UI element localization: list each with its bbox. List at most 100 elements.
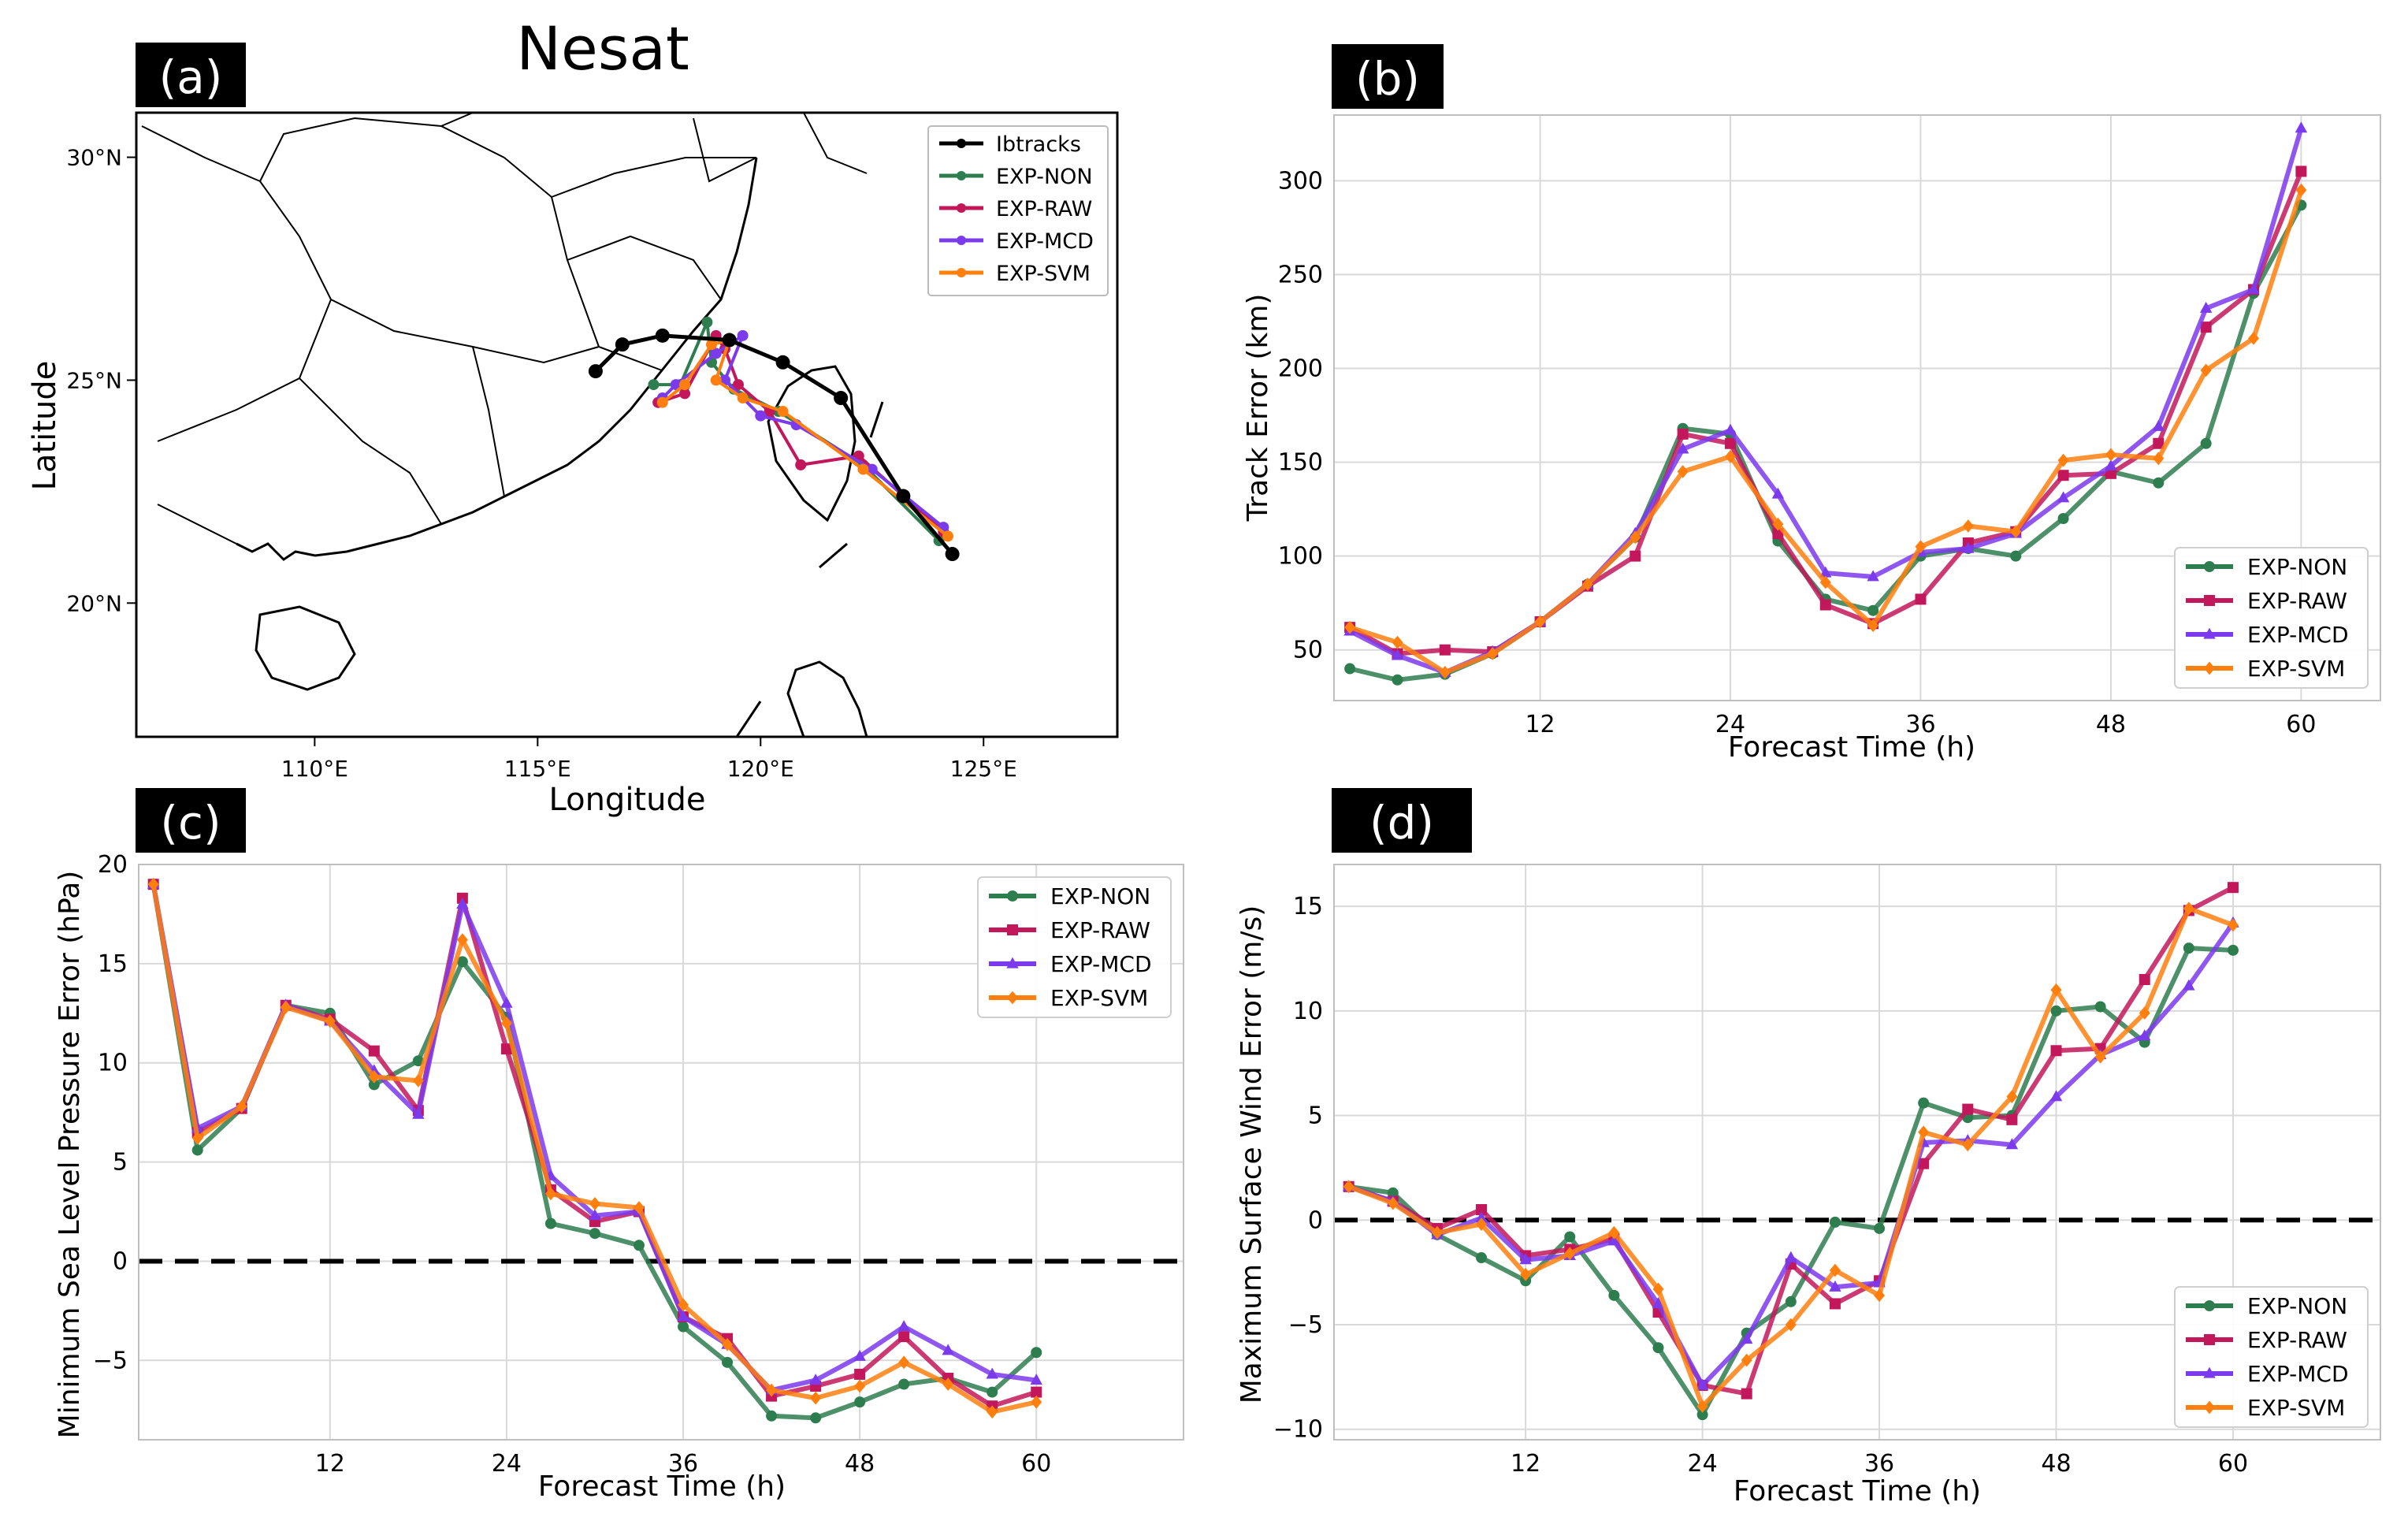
data-point bbox=[2227, 882, 2239, 894]
data-point bbox=[1344, 620, 1356, 634]
legend-marker bbox=[1006, 957, 1019, 968]
map-xtick-label: 110°E bbox=[281, 756, 348, 782]
sea-markers bbox=[735, 401, 884, 737]
x-axis-label: Forecast Time (h) bbox=[1734, 1475, 1981, 1508]
data-point bbox=[854, 1379, 866, 1393]
data-point bbox=[1725, 450, 1737, 463]
data-point bbox=[412, 1107, 425, 1119]
legend: EXP-NON EXP-RAW EXP-MCD EXP-SVM bbox=[977, 876, 1172, 1018]
map-track-point bbox=[706, 339, 718, 351]
data-point bbox=[1696, 1378, 1709, 1390]
map-track-exp-non bbox=[648, 316, 945, 547]
legend-label: EXP-MCD bbox=[1050, 951, 1152, 977]
data-point bbox=[633, 1201, 645, 1214]
ytick-label: 50 bbox=[1293, 637, 1323, 664]
data-point bbox=[1439, 644, 1451, 656]
legend-box bbox=[2174, 547, 2369, 689]
panel-b: (b) 12 24 36 48 60 50 100 150 200 250 300 Forecast T… bbox=[1242, 44, 2381, 764]
ytick-label: −5 bbox=[93, 1347, 128, 1374]
data-point bbox=[1829, 1280, 1841, 1292]
data-point bbox=[1771, 487, 1785, 499]
data-point bbox=[2199, 301, 2213, 313]
data-point bbox=[1915, 540, 1927, 554]
panel-a: (a) Nesat bbox=[27, 13, 1119, 818]
y-axis-label: Track Error (km) bbox=[1242, 294, 1274, 522]
map-legend-label: Ibtracks bbox=[996, 132, 1081, 157]
legend-marker bbox=[2204, 1400, 2215, 1415]
map-track-exp-mcd bbox=[656, 329, 949, 533]
ytick-label: 150 bbox=[1278, 449, 1323, 477]
axes: 12 24 36 48 60 −10 −5 0 5 10 15 bbox=[1273, 893, 2248, 1478]
legend: EXP-NON EXP-RAW EXP-MCD EXP-SVM bbox=[2174, 547, 2369, 689]
data-point bbox=[1564, 1231, 1576, 1243]
series-group bbox=[1343, 121, 2308, 686]
ytick-label: 5 bbox=[113, 1149, 128, 1177]
panel-a-tag: (a) bbox=[159, 50, 223, 104]
legend-marker bbox=[2204, 1300, 2215, 1311]
x-axis-label: Forecast Time (h) bbox=[1728, 731, 1975, 764]
map-track-point bbox=[732, 379, 744, 391]
series-line bbox=[1348, 127, 2304, 675]
ytick-label: 100 bbox=[1278, 543, 1323, 571]
plot-frame bbox=[1333, 114, 2381, 701]
data-point bbox=[280, 1000, 292, 1014]
legend-marker bbox=[2203, 1366, 2216, 1378]
data-point bbox=[2006, 1113, 2018, 1125]
data-point bbox=[2295, 121, 2308, 133]
ytick-label: 15 bbox=[98, 950, 128, 978]
panel-tag-bg bbox=[136, 788, 246, 853]
legend-marker bbox=[2203, 627, 2216, 639]
data-point bbox=[191, 1131, 203, 1145]
taiwan-island bbox=[767, 365, 857, 522]
series-exp-svm bbox=[147, 877, 1042, 1419]
map-plot-area: 110°E 115°E 120°E 125°E 20°N 25°N 30°N Ibtrack… bbox=[66, 111, 1119, 782]
series-group bbox=[1343, 882, 2239, 1421]
ytick-label: 0 bbox=[113, 1247, 128, 1275]
ytick-label: 300 bbox=[1278, 167, 1323, 195]
data-point bbox=[1962, 519, 1974, 533]
map-xlabel: Longitude bbox=[549, 782, 706, 818]
map-track-ibtracks bbox=[588, 328, 960, 562]
data-point bbox=[1387, 1196, 1399, 1210]
data-point bbox=[1829, 1263, 1841, 1277]
map-xtick-label: 115°E bbox=[504, 756, 571, 782]
data-point bbox=[1564, 1247, 1576, 1261]
ytick-label: −5 bbox=[1288, 1311, 1323, 1339]
data-point bbox=[544, 1187, 556, 1201]
map-track-line bbox=[653, 316, 941, 542]
data-point bbox=[810, 1391, 822, 1405]
data-point bbox=[2050, 983, 2062, 997]
ytick-label: −10 bbox=[1273, 1416, 1323, 1444]
legend-label: EXP-NON bbox=[2247, 1293, 2347, 1319]
data-point bbox=[1487, 647, 1499, 660]
map-track-point bbox=[710, 374, 722, 386]
data-point bbox=[1918, 1125, 1930, 1139]
series-exp-mcd bbox=[1343, 121, 2308, 677]
xtick-label: 36 bbox=[668, 1450, 698, 1478]
data-point bbox=[1344, 663, 1356, 675]
data-point bbox=[191, 1144, 203, 1156]
data-point bbox=[500, 1016, 512, 1030]
data-point bbox=[1476, 1218, 1488, 1231]
data-point bbox=[1608, 1225, 1620, 1240]
legend-label: EXP-SVM bbox=[2247, 1395, 2345, 1421]
data-point bbox=[2227, 918, 2239, 932]
data-point bbox=[2153, 437, 2165, 449]
data-point bbox=[1867, 570, 1879, 582]
map-legend-marker bbox=[957, 268, 966, 277]
map-track-point bbox=[679, 388, 691, 400]
data-point bbox=[1819, 575, 1831, 589]
map-legend-label: EXP-NON bbox=[996, 165, 1093, 189]
legend-label: EXP-SVM bbox=[2247, 656, 2345, 682]
data-point bbox=[2152, 419, 2165, 431]
map-track-point bbox=[942, 530, 953, 542]
map-legend-marker bbox=[957, 139, 966, 148]
data-point bbox=[1030, 1374, 1042, 1385]
data-point bbox=[456, 933, 468, 947]
data-point bbox=[766, 1383, 778, 1397]
data-point bbox=[2057, 491, 2070, 503]
legend-label: EXP-RAW bbox=[2247, 1327, 2347, 1353]
data-point bbox=[2105, 448, 2116, 462]
xtick-label: 60 bbox=[1021, 1450, 1051, 1478]
data-point bbox=[1829, 1216, 1841, 1228]
